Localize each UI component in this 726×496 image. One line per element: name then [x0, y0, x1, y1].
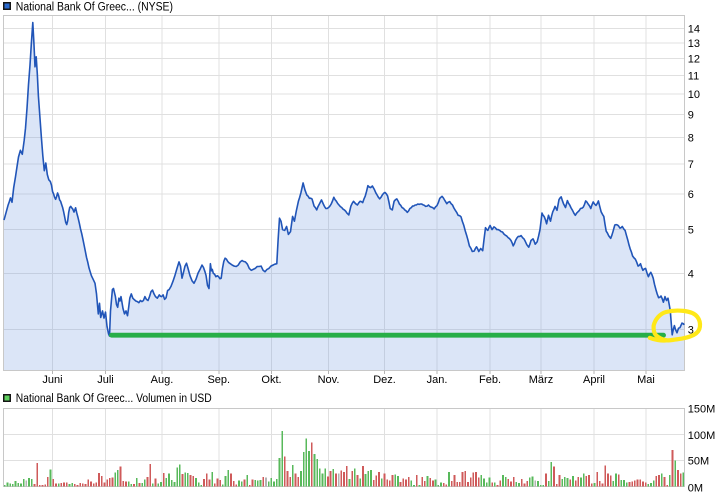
svg-text:50M: 50M: [688, 455, 709, 467]
svg-text:Juli: Juli: [97, 374, 114, 386]
svg-text:März: März: [529, 374, 553, 386]
svg-text:Feb.: Feb.: [479, 374, 501, 386]
svg-text:11: 11: [688, 71, 699, 83]
svg-text:Dez.: Dez.: [373, 374, 396, 386]
svg-text:National Bank Of Greec... Volu: National Bank Of Greec... Volumen in USD: [16, 393, 212, 405]
svg-text:8: 8: [688, 133, 694, 145]
svg-text:Jan.: Jan.: [427, 374, 448, 386]
svg-text:6: 6: [688, 189, 694, 201]
svg-text:9: 9: [688, 110, 694, 122]
svg-text:5: 5: [688, 225, 694, 237]
svg-text:0M: 0M: [688, 482, 703, 494]
svg-text:National Bank Of Greec... (NYS: National Bank Of Greec... (NYSE): [16, 1, 173, 13]
svg-text:Okt.: Okt.: [261, 374, 281, 386]
svg-text:3: 3: [688, 325, 694, 337]
svg-text:4: 4: [688, 268, 694, 280]
svg-text:Nov.: Nov.: [318, 374, 340, 386]
svg-text:10: 10: [688, 89, 700, 101]
svg-text:Sep.: Sep.: [207, 374, 230, 386]
svg-text:Mai: Mai: [637, 374, 655, 386]
svg-text:April: April: [583, 374, 605, 386]
svg-text:13: 13: [688, 38, 700, 50]
svg-text:100M: 100M: [688, 430, 716, 442]
svg-text:14: 14: [688, 23, 700, 35]
svg-text:12: 12: [688, 54, 700, 66]
svg-text:Juni: Juni: [42, 374, 62, 386]
svg-text:Aug.: Aug.: [151, 374, 174, 386]
svg-text:7: 7: [688, 159, 694, 171]
svg-text:150M: 150M: [688, 404, 716, 416]
